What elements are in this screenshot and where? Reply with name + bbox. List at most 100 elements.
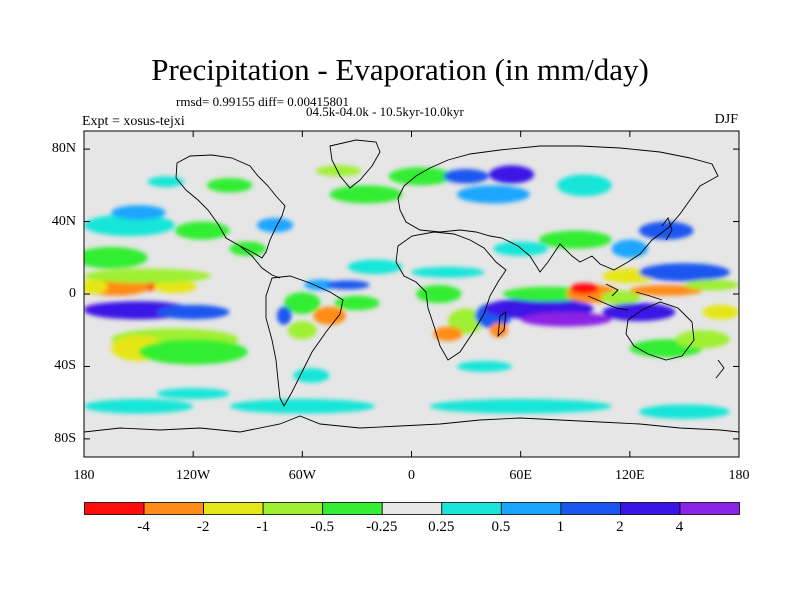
coast-north-america (175, 154, 286, 259)
colorbar-swatch (441, 502, 502, 515)
field-region (334, 295, 380, 311)
field-region (174, 221, 230, 240)
x-tick-label: 180 (728, 468, 750, 483)
coast-japan (661, 217, 673, 241)
colorbar-label: -0.5 (310, 519, 335, 535)
field-region (329, 185, 403, 204)
field-region (229, 399, 376, 414)
field-region (256, 217, 294, 233)
field-region (147, 176, 185, 188)
coast-greenland (329, 139, 381, 189)
chart-title: Precipitation - Evaporation (in mm/day) (151, 52, 649, 87)
coast-australia (625, 301, 695, 361)
colorbar-swatch (620, 502, 681, 515)
field-region (456, 361, 512, 372)
colorbar-label: -0.25 (366, 519, 398, 535)
colorbar-swatch (322, 502, 383, 515)
coastlines (84, 139, 739, 433)
field-region (675, 330, 730, 349)
x-tick-label: 0 (408, 468, 415, 483)
field-region (156, 388, 230, 400)
colorbar-swatch (560, 502, 621, 515)
coast-africa (395, 231, 507, 361)
field-region (488, 165, 535, 184)
field-region (293, 368, 330, 383)
field-region (638, 263, 730, 282)
colorbar-label: -1 (256, 519, 269, 535)
field-region (84, 268, 212, 284)
field-region (569, 283, 599, 295)
coast-indonesia (587, 283, 663, 311)
field-region (138, 339, 248, 365)
field-region (638, 404, 730, 419)
field-region (411, 266, 485, 278)
field-region (429, 399, 612, 414)
field-region (315, 165, 362, 177)
field-region (600, 290, 641, 305)
colorbar-swatch (500, 502, 562, 515)
field-region (153, 280, 197, 294)
field-region (557, 174, 612, 197)
coast-central-america (239, 245, 281, 279)
field-region (702, 304, 739, 320)
x-tick-label: 120W (176, 468, 211, 483)
colorbar-swatch (84, 502, 145, 515)
field-region (611, 239, 649, 258)
field-region (84, 214, 175, 237)
field-region (156, 304, 230, 320)
field-region (276, 306, 292, 325)
field-region (325, 280, 370, 290)
season-label: DJF (714, 112, 738, 127)
field-region (638, 221, 694, 240)
colorbar (84, 502, 740, 515)
field-region (84, 279, 108, 294)
field-region (206, 178, 253, 193)
field-region (520, 312, 612, 327)
field-region (287, 321, 317, 340)
field-region (629, 284, 703, 296)
field-region (313, 306, 346, 325)
colorbar-label: 1 (556, 519, 565, 535)
field-region (347, 259, 403, 275)
field-region (456, 185, 530, 204)
coast-south-america (265, 275, 344, 407)
x-tick-label: 180 (73, 468, 95, 483)
colorbar-label: 0.25 (428, 519, 455, 535)
colorbar-swatch (203, 502, 264, 515)
field-region (443, 169, 489, 184)
field-region (388, 167, 453, 186)
colorbar-label: 2 (616, 519, 624, 535)
x-tick-label: 120E (615, 468, 645, 483)
field-region (111, 205, 166, 220)
x-tick-label: 60E (509, 468, 532, 483)
colorbar-label: -2 (196, 519, 210, 535)
period-label: 04.5k-04.0k - 10.5kyr-10.0kyr (306, 104, 464, 119)
coast-new-zealand (715, 359, 725, 379)
field-region (304, 279, 337, 291)
y-tick-label: 0 (69, 286, 76, 301)
experiment-label: Expt = xosus-tejxi (82, 114, 185, 129)
x-tick-label: 60W (288, 468, 316, 483)
coast-eurasia (397, 145, 719, 273)
colorbar-swatch (262, 502, 324, 515)
field-region (684, 279, 739, 291)
y-tick-label: 80S (54, 430, 76, 446)
colorbar-swatch (679, 502, 740, 515)
colorbar-swatch (381, 502, 443, 515)
coast-madagascar (497, 311, 507, 338)
field-region (538, 230, 612, 249)
y-tick-label: 80N (51, 141, 76, 157)
y-tick-label: 40S (54, 358, 76, 374)
field-region (284, 292, 321, 314)
colorbar-swatch (143, 502, 204, 515)
y-tick-label: 40N (51, 213, 76, 229)
field-region (447, 308, 485, 334)
field-region (416, 284, 462, 304)
coast-antarctica (84, 415, 739, 433)
field-region (433, 326, 463, 342)
stats-label: rmsd= 0.99155 diff= 0.00415801 (176, 94, 349, 109)
field-region (84, 399, 194, 414)
colorbar-label: -4 (137, 519, 150, 535)
field-region (84, 246, 148, 269)
